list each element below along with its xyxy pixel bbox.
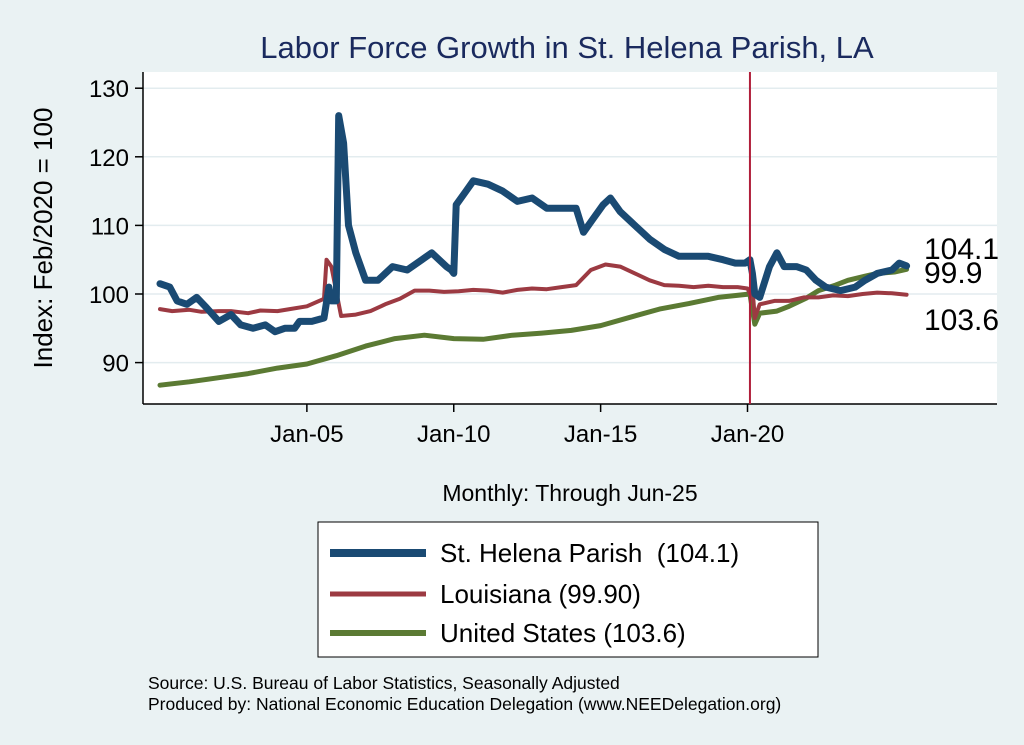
legend-label-2: United States (103.6): [440, 618, 686, 648]
source-line-2: Produced by: National Economic Education…: [148, 694, 781, 714]
legend-entries: St. Helena Parish (104.1) Louisiana (99.9…: [330, 538, 739, 648]
legend: St. Helena Parish (104.1) Louisiana (99.9…: [317, 521, 819, 658]
legend-label-0: St. Helena Parish (104.1): [440, 538, 739, 568]
y-axis-label: Index: Feb/2020 = 100: [28, 108, 58, 369]
xtick-label-Jan-20: Jan-20: [711, 421, 784, 448]
chart-title: Labor Force Growth in St. Helena Parish,…: [260, 30, 874, 65]
legend-label-1: Louisiana (99.90): [440, 579, 641, 609]
plot-area: [143, 72, 997, 404]
xtick-label-Jan-10: Jan-10: [417, 421, 490, 448]
y-ticks: 90 100 110 120 130: [89, 76, 143, 378]
xtick-label-Jan-05: Jan-05: [270, 421, 343, 448]
x-axis-label: Monthly: Through Jun-25: [442, 480, 697, 506]
ytick-label-110: 110: [91, 213, 129, 240]
end-label-2: 103.6: [924, 304, 999, 337]
grid-layer: [143, 87, 997, 364]
series-line-0: [156, 112, 911, 336]
x-ticks: Jan-05 Jan-10 Jan-15 Jan-20: [270, 404, 784, 448]
end-label-0: 104.1: [924, 233, 999, 266]
ytick-label-130: 130: [89, 76, 129, 103]
source-line-1: Source: U.S. Bureau of Labor Statistics,…: [148, 673, 620, 693]
end-labels: 104.199.9 103.6: [924, 233, 999, 337]
xtick-label-Jan-15: Jan-15: [564, 421, 637, 448]
series-line-1: [158, 257, 909, 320]
end-label-1: 99.9: [924, 257, 982, 290]
ytick-label-100: 100: [89, 282, 129, 309]
ytick-label-120: 120: [89, 145, 129, 172]
ytick-label-90: 90: [102, 351, 129, 378]
series-layer: [156, 112, 911, 388]
